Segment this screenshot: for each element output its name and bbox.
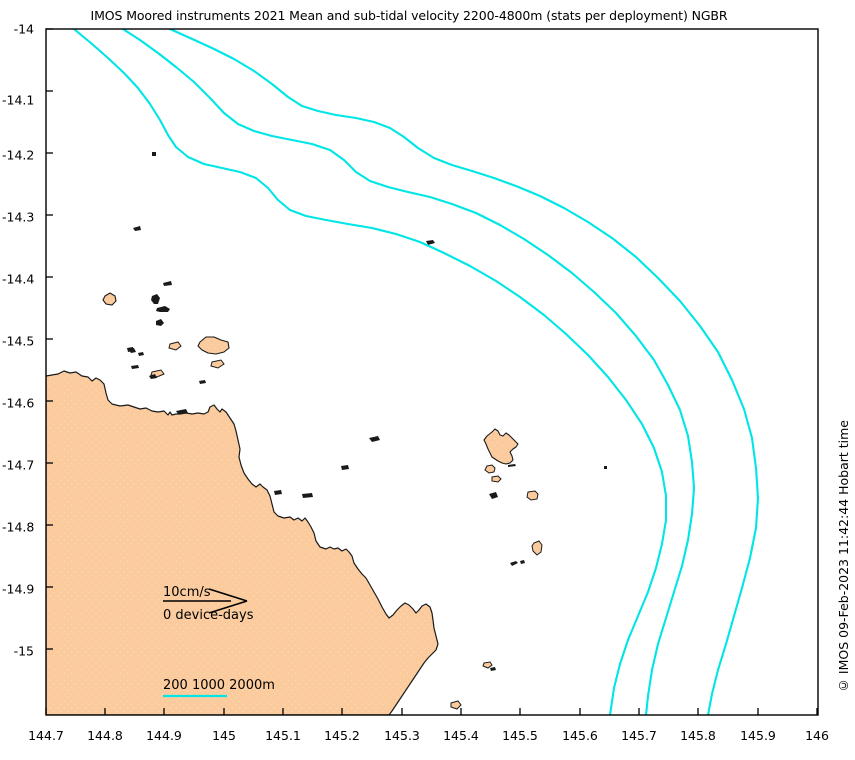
reef-marker (369, 436, 380, 442)
y-tick-label: -14.1 (2, 92, 35, 108)
reef-marker (138, 352, 144, 356)
reef-marker (302, 493, 313, 498)
depth-contour-legend-label: 200 1000 2000m (163, 678, 275, 693)
reef-marker (129, 348, 136, 353)
reef-marker (274, 490, 282, 495)
velocity-scale-label: 10cm/s (163, 585, 211, 600)
x-tick-label: 145.9 (740, 728, 776, 743)
islet-polygon (508, 464, 516, 467)
reef-marker (199, 380, 206, 384)
x-tick-label: 144.9 (146, 728, 182, 743)
reef-marker (426, 240, 435, 245)
device-days-label: 0 device-days (163, 608, 254, 623)
x-tick-label: 144.7 (28, 728, 64, 743)
x-tick-label: 145.2 (324, 728, 360, 743)
y-tick-label: -14.4 (2, 271, 35, 287)
x-tick-label: 145 (212, 728, 236, 743)
y-tick-label: -14.7 (2, 457, 35, 473)
islet-polygon (490, 667, 496, 671)
x-tick-label: 145.7 (621, 728, 657, 743)
x-tick-label: 145.3 (384, 728, 420, 743)
y-tick-label: -14.5 (2, 333, 35, 349)
y-axis-ticks (46, 28, 53, 650)
reef-marker (156, 319, 164, 326)
mainland-coastline-polygon (46, 370, 439, 715)
x-tick-label: 144.8 (87, 728, 123, 743)
y-tick-label: -14.3 (2, 209, 35, 225)
islet-polygon (450, 700, 462, 710)
islet-polygon (484, 464, 496, 474)
contour-2000m (168, 29, 760, 715)
page-title: IMOS Moored instruments 2021 Mean and su… (90, 8, 728, 23)
x-tick-label: 145.6 (562, 728, 598, 743)
velocity-scale-glyph (163, 588, 248, 614)
reef-marker (489, 492, 498, 499)
y-tick-label: -15 (13, 643, 34, 659)
island-polygon (483, 428, 519, 465)
y-tick-label: -14.9 (2, 581, 35, 597)
contour-200m (72, 29, 668, 715)
reef-marker (510, 561, 518, 566)
reef-marker (156, 306, 170, 312)
y-tick-label: -14.6 (2, 395, 35, 411)
islet-polygon (482, 661, 493, 669)
island-polygon (197, 336, 230, 355)
plot-frame (45, 28, 819, 716)
x-tick-label: 145.1 (265, 728, 301, 743)
islet-polygon (531, 540, 543, 556)
y-tick-label: -14 (13, 21, 34, 37)
x-tick-label: 145.5 (502, 728, 538, 743)
y-tick-label: -14.8 (2, 519, 35, 535)
reef-marker (149, 374, 157, 379)
reef-marker (133, 226, 141, 231)
y-tick-label: -14.2 (2, 147, 35, 163)
reef-marker (604, 466, 607, 469)
reef-marker (176, 409, 188, 414)
x-tick-label: 145.4 (443, 728, 479, 743)
islet-polygon (210, 359, 225, 369)
reef-marker (131, 365, 139, 369)
x-tick-label: 145.8 (680, 728, 716, 743)
islet-polygon (526, 490, 539, 501)
reef-marker (152, 152, 156, 156)
reef-marker (163, 281, 172, 286)
x-tick-label: 146 (805, 728, 829, 743)
reef-marker (341, 465, 349, 470)
islet-polygon (168, 341, 182, 351)
islet-polygon (102, 292, 117, 306)
islet-polygon (491, 475, 502, 483)
x-axis-ticks (45, 708, 818, 715)
reef-marker (151, 294, 160, 304)
reef-marker (520, 560, 525, 564)
contour-1000m (121, 29, 696, 715)
